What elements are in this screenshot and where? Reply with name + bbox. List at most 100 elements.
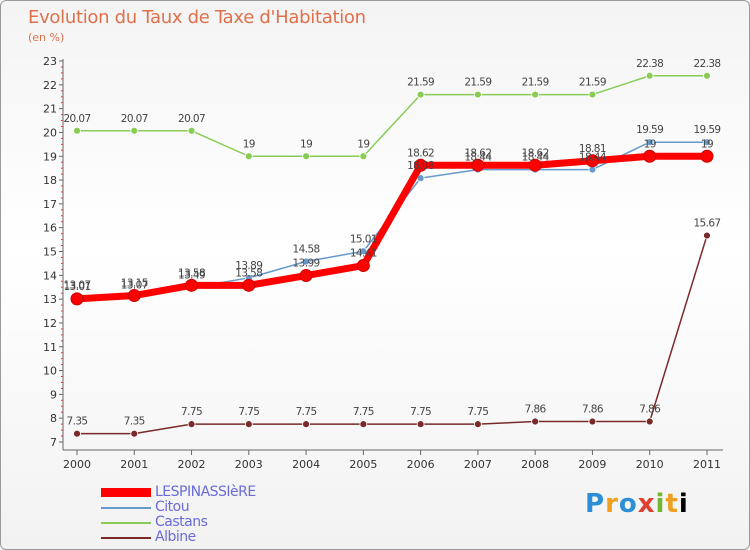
data-point bbox=[73, 126, 81, 135]
data-label: 19 bbox=[300, 138, 312, 150]
data-point bbox=[414, 158, 428, 172]
data-point bbox=[359, 420, 368, 429]
data-label: 21.59 bbox=[464, 77, 491, 89]
y-tick-label: 16 bbox=[43, 222, 57, 235]
data-label: 19 bbox=[644, 138, 656, 150]
data-label: 7.86 bbox=[582, 404, 604, 416]
x-tick-label: 2001 bbox=[120, 458, 148, 471]
logo-letter: o bbox=[618, 489, 638, 519]
x-tick-label: 2003 bbox=[235, 458, 263, 471]
data-point bbox=[703, 138, 711, 147]
y-tick-label: 17 bbox=[43, 198, 57, 211]
data-point bbox=[127, 289, 141, 303]
data-label: 7.75 bbox=[410, 406, 431, 418]
data-point bbox=[588, 90, 597, 99]
x-tick-label: 2011 bbox=[693, 458, 721, 471]
data-label: 13.99 bbox=[293, 258, 320, 270]
data-point bbox=[244, 420, 253, 429]
data-label: 7.86 bbox=[525, 404, 547, 416]
data-label: 21.59 bbox=[407, 77, 434, 89]
data-point bbox=[359, 247, 368, 256]
data-label: 18.08 bbox=[407, 160, 434, 172]
data-point bbox=[588, 417, 597, 426]
logo-letter: i bbox=[655, 489, 666, 519]
data-point bbox=[471, 158, 485, 172]
chart-subtitle: (en %) bbox=[28, 31, 65, 44]
data-label: 13.58 bbox=[235, 267, 262, 279]
data-point bbox=[302, 420, 310, 429]
data-label: 7.75 bbox=[296, 406, 317, 418]
data-point bbox=[528, 158, 542, 172]
data-label: 19.59 bbox=[636, 124, 663, 136]
x-tick-label: 2000 bbox=[63, 458, 91, 471]
data-label: 19 bbox=[243, 138, 255, 150]
data-label: 21.59 bbox=[579, 77, 606, 89]
data-label: 13.07 bbox=[63, 279, 90, 291]
data-label: 21.59 bbox=[522, 77, 549, 89]
data-label: 20.07 bbox=[63, 113, 90, 125]
data-label: 7.86 bbox=[639, 404, 661, 416]
data-label: 19.59 bbox=[693, 124, 720, 136]
y-tick-label: 8 bbox=[50, 412, 57, 425]
data-label: 19 bbox=[701, 138, 713, 150]
legend-swatch bbox=[101, 507, 151, 509]
data-point bbox=[703, 231, 711, 240]
data-point bbox=[473, 420, 482, 429]
data-label: 13.15 bbox=[121, 278, 148, 290]
data-point bbox=[585, 154, 599, 168]
data-point bbox=[531, 90, 540, 99]
y-tick-label: 15 bbox=[43, 246, 57, 259]
data-label: 14.41 bbox=[350, 248, 377, 260]
data-label: 18.44 bbox=[522, 152, 550, 164]
logo-letter: t bbox=[665, 489, 679, 519]
data-point bbox=[416, 90, 425, 99]
data-label: 7.35 bbox=[67, 416, 88, 428]
legend-swatch bbox=[101, 522, 151, 524]
legend-swatch bbox=[101, 488, 151, 497]
y-tick-label: 22 bbox=[43, 79, 57, 92]
series-line-lespinassière bbox=[73, 152, 711, 303]
data-point bbox=[185, 278, 199, 292]
data-point bbox=[302, 152, 310, 161]
data-point bbox=[242, 278, 256, 292]
data-point bbox=[645, 71, 654, 80]
data-label: 7.75 bbox=[467, 406, 488, 418]
data-label: 22.38 bbox=[636, 58, 663, 70]
data-label: 22.38 bbox=[693, 58, 720, 70]
legend-label: LESPINASSIèRE bbox=[155, 484, 256, 500]
data-point bbox=[416, 420, 425, 429]
data-label: 18.62 bbox=[522, 147, 549, 159]
logo-letter: r bbox=[605, 489, 619, 519]
data-point bbox=[302, 257, 310, 266]
y-tick-label: 19 bbox=[43, 150, 57, 163]
data-point bbox=[531, 417, 540, 426]
legend-label: Citou bbox=[155, 499, 190, 515]
x-tick-label: 2005 bbox=[349, 458, 377, 471]
data-label: 7.35 bbox=[124, 416, 145, 428]
data-point bbox=[645, 138, 654, 147]
x-tick-label: 2009 bbox=[578, 458, 606, 471]
data-point bbox=[244, 152, 253, 161]
data-point bbox=[356, 259, 370, 273]
y-tick-label: 23 bbox=[43, 55, 57, 68]
data-label: 19 bbox=[357, 138, 369, 150]
data-label: 15.01 bbox=[350, 233, 377, 245]
data-point bbox=[187, 126, 196, 135]
series-line-castans bbox=[76, 75, 708, 157]
data-point bbox=[73, 429, 81, 438]
data-point bbox=[643, 149, 657, 163]
legend-label: Castans bbox=[155, 514, 208, 530]
data-label: 18.44 bbox=[464, 152, 492, 164]
x-tick-label: 2006 bbox=[407, 458, 435, 471]
data-label: 20.07 bbox=[178, 113, 205, 125]
y-tick-label: 21 bbox=[43, 103, 57, 116]
data-point bbox=[70, 292, 84, 306]
data-label: 7.75 bbox=[238, 406, 259, 418]
data-point bbox=[700, 149, 714, 163]
data-point bbox=[299, 269, 313, 283]
data-label: 13.89 bbox=[235, 260, 262, 272]
x-tick-label: 2004 bbox=[292, 458, 320, 471]
data-label: 18.44 bbox=[579, 152, 607, 164]
